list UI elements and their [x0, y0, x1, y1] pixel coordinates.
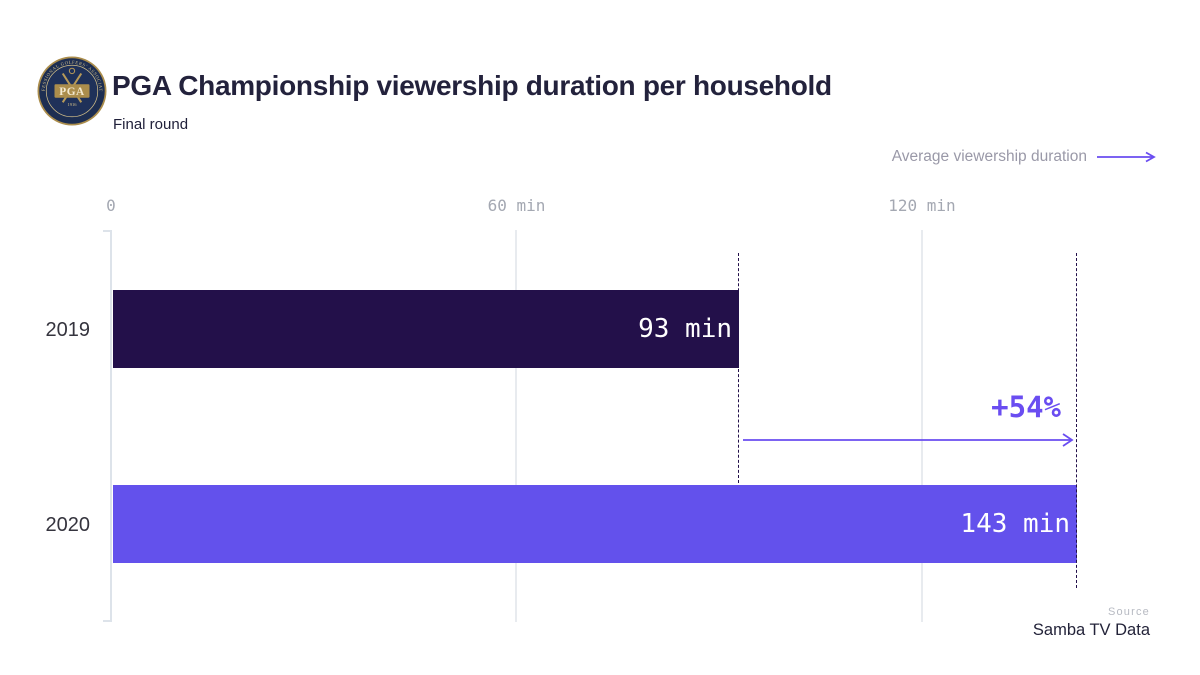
x-tick-label-120: 120 min — [888, 196, 956, 215]
gridline — [920, 230, 923, 622]
growth-percentage-label: +54% — [991, 390, 1061, 424]
svg-text:PGA: PGA — [59, 86, 85, 98]
bar-2019: 93 min — [113, 290, 739, 368]
source-block: Source Samba TV Data — [1033, 606, 1150, 640]
page-title: PGA Championship viewership duration per… — [112, 70, 832, 101]
svg-text:1916: 1916 — [67, 102, 77, 107]
page-subtitle: Final round — [113, 116, 189, 133]
pga-logo-icon: PROFESSIONAL GOLFERS’ ASSOCIATION OF AME… — [37, 56, 107, 126]
legend-label: Average viewership duration — [891, 148, 1087, 165]
gridline — [515, 230, 518, 622]
growth-arrow-icon — [743, 433, 1074, 447]
bar-2020-value-label: 143 min — [960, 509, 1070, 539]
y-axis-bottom-tick — [103, 620, 112, 622]
bar-2020: 143 min — [113, 485, 1077, 563]
x-tick-label-60: 60 min — [487, 196, 546, 215]
x-tick-label-0: 0 — [106, 196, 116, 215]
dashed-reference-line-143min — [1076, 253, 1077, 588]
bar-2019-value-label: 93 min — [638, 314, 732, 344]
category-label-2019: 2019 — [45, 319, 91, 341]
category-label-2020: 2020 — [45, 514, 91, 536]
y-axis-line — [110, 230, 112, 622]
source-value: Samba TV Data — [1032, 621, 1150, 639]
legend: Average viewership duration — [892, 148, 1158, 166]
source-label: Source — [1107, 606, 1150, 618]
y-axis-top-tick — [103, 230, 112, 232]
dashed-reference-line-93min — [738, 253, 739, 483]
legend-arrow-icon — [1097, 151, 1156, 163]
